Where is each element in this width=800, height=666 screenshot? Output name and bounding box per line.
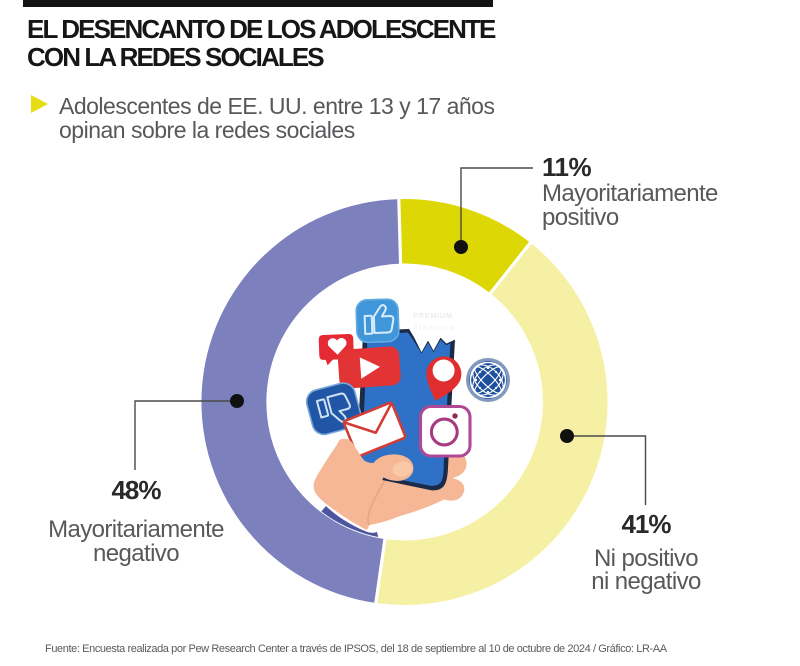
svg-text:f l a t i c o n: f l a t i c o n — [415, 323, 453, 332]
svg-text:PREMIUM: PREMIUM — [413, 311, 453, 320]
